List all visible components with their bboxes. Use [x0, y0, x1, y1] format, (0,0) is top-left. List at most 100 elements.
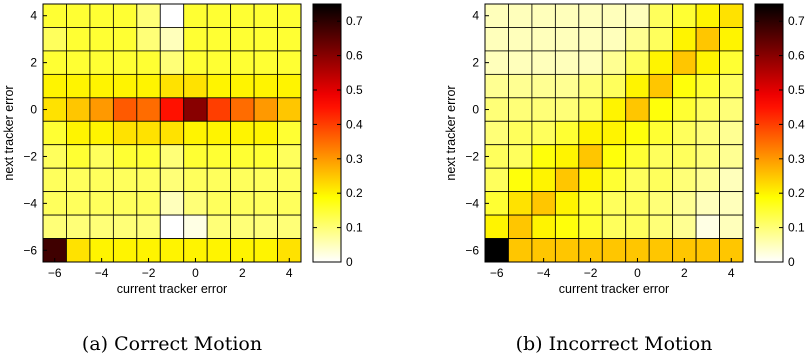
heatmap-cell	[695, 27, 720, 52]
heatmap-cell	[648, 97, 674, 122]
heatmap-cell	[230, 167, 255, 193]
heatmap-cell	[554, 191, 580, 216]
heatmap-cell	[253, 214, 278, 239]
heatmap-cell	[672, 97, 697, 122]
heatmap-cell	[89, 167, 114, 193]
heatmap-cell	[554, 97, 580, 122]
heatmap-cell	[695, 120, 720, 146]
colorbar	[312, 3, 342, 263]
heatmap-cell	[508, 191, 533, 216]
heatmap-panel-b: −6 −4 −2 0 2 4 4 2 0 −2 −4 −6 current tracker error n…	[444, 3, 805, 355]
heatmap-cell	[183, 27, 208, 52]
x-tick-label: −4	[95, 266, 109, 280]
colorbar-tick-label: 0.5	[788, 83, 805, 97]
heatmap-cell	[230, 120, 255, 146]
heatmap-cell	[695, 73, 720, 99]
x-tick-label: −2	[142, 266, 156, 280]
heatmap-cell	[695, 144, 720, 169]
heatmap-cell	[277, 97, 302, 122]
heatmap-cell	[136, 144, 161, 169]
heatmap-cell	[578, 73, 603, 99]
heatmap-cell	[112, 191, 138, 216]
heatmap-cell	[206, 167, 232, 193]
heatmap-cell	[183, 167, 208, 193]
heatmap-cell	[648, 50, 674, 75]
heatmap-cell	[112, 120, 138, 146]
heatmap-cell	[66, 50, 91, 75]
heatmap-cell	[277, 27, 302, 52]
heatmap-cell	[136, 27, 161, 52]
colorbar-tick-label: 0.3	[788, 152, 805, 166]
heatmap-cell	[206, 191, 232, 216]
heatmap-cell	[648, 144, 674, 169]
panel-caption: (a) Correct Motion	[82, 333, 262, 355]
heatmap-cell	[672, 27, 697, 52]
x-tick-label: −4	[537, 266, 551, 280]
heatmap-cell	[695, 97, 720, 122]
heatmap-cell	[253, 50, 278, 75]
heatmap-cell	[578, 120, 603, 146]
heatmap-cell	[183, 3, 208, 28]
heatmap-cell	[253, 73, 278, 99]
heatmap-cell	[230, 97, 255, 122]
colorbar-tick-label: 0.2	[788, 186, 805, 200]
colorbar-tick-label: 0.3	[346, 152, 363, 166]
heatmap-cell	[159, 214, 185, 239]
heatmap-cell	[601, 73, 627, 99]
heatmap-cell	[89, 191, 114, 216]
heatmap-cell	[625, 214, 650, 239]
heatmap-cell	[66, 73, 91, 99]
y-tick-label: −4	[23, 196, 37, 210]
heatmap-cell	[230, 191, 255, 216]
heatmap-cell	[554, 73, 580, 99]
heatmap-cell	[277, 3, 302, 28]
heatmap-cell	[601, 167, 627, 193]
heatmap-cell	[183, 97, 208, 122]
heatmap-cell	[42, 27, 67, 52]
heatmap-cell	[89, 73, 114, 99]
heatmap-cell	[253, 97, 278, 122]
x-axis-label: current tracker error	[559, 282, 669, 296]
heatmap-cell	[719, 144, 744, 169]
heatmap-cell	[277, 144, 302, 169]
heatmap-cell	[601, 97, 627, 122]
colorbar-tick-label: 0	[346, 255, 353, 269]
heatmap-cell	[484, 120, 509, 146]
heatmap-cell	[136, 73, 161, 99]
heatmap-cell	[136, 167, 161, 193]
heatmap-cell	[648, 167, 674, 193]
heatmap-cell	[159, 73, 185, 99]
heatmap-cell	[89, 50, 114, 75]
colorbar-tick-label: 0.5	[346, 83, 363, 97]
heatmap-cell	[206, 73, 232, 99]
heatmap-cell	[277, 73, 302, 99]
colorbar-tick-label: 0.1	[788, 221, 805, 235]
y-tick-label: −2	[465, 149, 479, 163]
x-tick-label: −6	[490, 266, 504, 280]
heatmap-cell	[112, 214, 138, 239]
heatmap-cell	[648, 120, 674, 146]
colorbar	[754, 3, 784, 263]
x-tick-label: −2	[584, 266, 598, 280]
heatmap-cell	[695, 238, 720, 263]
heatmap-cell	[578, 191, 603, 216]
heatmap-cell	[159, 167, 185, 193]
heatmap-cell	[578, 167, 603, 193]
heatmap-cell	[554, 27, 580, 52]
heatmap-cell	[672, 191, 697, 216]
y-tick-label: −6	[465, 243, 479, 257]
heatmap-cell	[648, 27, 674, 52]
heatmap-cell	[648, 73, 674, 99]
heatmap-panel-a: −6 −4 −2 0 2 4 4 2 0 −2 −4 −6 current tracker error n…	[2, 3, 363, 355]
heatmap-cell	[89, 144, 114, 169]
heatmap-cell	[159, 238, 185, 263]
heatmap-cell	[625, 97, 650, 122]
heatmap-cell	[554, 3, 580, 28]
x-tick-label: 0	[192, 266, 199, 280]
heatmap-cell	[206, 50, 232, 75]
heatmap-cell	[601, 50, 627, 75]
heatmap-cell	[136, 3, 161, 28]
heatmap-cell	[112, 97, 138, 122]
heatmap-cell	[554, 214, 580, 239]
